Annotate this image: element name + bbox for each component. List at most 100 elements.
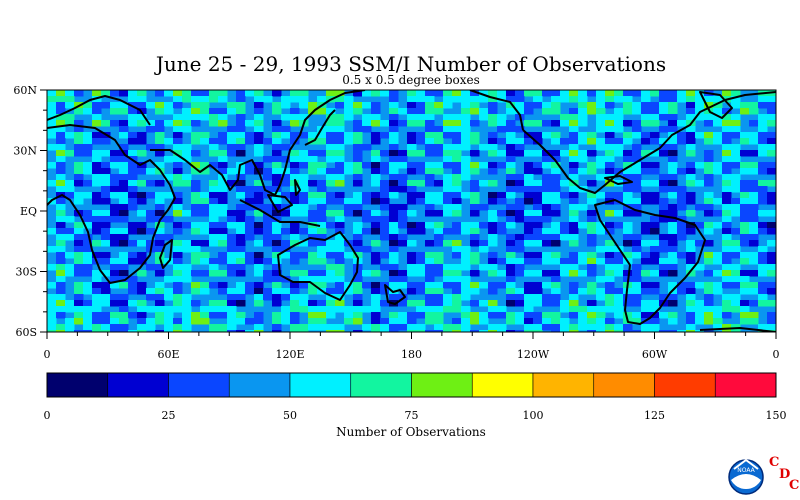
heatmap-cell bbox=[137, 258, 147, 265]
heatmap-cell bbox=[452, 186, 462, 193]
heatmap-cell bbox=[227, 330, 237, 332]
heatmap-cell bbox=[623, 198, 633, 205]
heatmap-cell bbox=[155, 222, 165, 229]
heatmap-cell bbox=[560, 180, 570, 187]
heatmap-cell bbox=[290, 288, 300, 295]
heatmap-cell bbox=[110, 210, 120, 217]
heatmap-cell bbox=[119, 186, 129, 193]
heatmap-cell bbox=[263, 210, 273, 217]
heatmap-cell bbox=[587, 234, 597, 241]
heatmap-cell bbox=[578, 258, 588, 265]
heatmap-cell bbox=[146, 306, 156, 313]
heatmap-cell bbox=[542, 180, 552, 187]
heatmap-cell bbox=[92, 150, 102, 157]
heatmap-cell bbox=[398, 234, 408, 241]
heatmap-cell bbox=[317, 180, 327, 187]
heatmap-cell bbox=[749, 204, 759, 211]
heatmap-cell bbox=[542, 108, 552, 115]
heatmap-cell bbox=[623, 138, 633, 145]
heatmap-cell bbox=[137, 192, 147, 199]
heatmap-cell bbox=[731, 150, 741, 157]
heatmap-cell bbox=[227, 258, 237, 265]
heatmap-cell bbox=[722, 162, 732, 169]
colorbar-tick-label: 50 bbox=[283, 409, 297, 422]
heatmap-cell bbox=[353, 330, 363, 332]
heatmap-cell bbox=[650, 162, 660, 169]
heatmap-cell bbox=[164, 138, 174, 145]
heatmap-cell bbox=[578, 288, 588, 295]
heatmap-cell bbox=[632, 186, 642, 193]
heatmap-cell bbox=[434, 288, 444, 295]
heatmap-cell bbox=[569, 108, 579, 115]
heatmap-cell bbox=[209, 306, 219, 313]
heatmap-cell bbox=[749, 312, 759, 319]
heatmap-cell bbox=[443, 270, 453, 277]
heatmap-cell bbox=[425, 120, 435, 127]
heatmap-cell bbox=[515, 138, 525, 145]
heatmap-cell bbox=[290, 282, 300, 289]
heatmap-cell bbox=[209, 150, 219, 157]
heatmap-cell bbox=[83, 318, 93, 325]
heatmap-cell bbox=[254, 150, 264, 157]
colorbar-swatch bbox=[168, 372, 230, 398]
heatmap-cell bbox=[623, 132, 633, 139]
heatmap-cell bbox=[452, 252, 462, 259]
coast-south-america bbox=[594, 199, 706, 325]
heatmap-cell bbox=[767, 258, 776, 265]
heatmap-cell bbox=[335, 306, 345, 313]
heatmap-cell bbox=[47, 228, 57, 235]
heatmap-cell bbox=[119, 192, 129, 199]
heatmap-cell bbox=[101, 252, 111, 259]
heatmap-cell bbox=[515, 174, 525, 181]
heatmap-cell bbox=[749, 210, 759, 217]
heatmap-cell bbox=[632, 276, 642, 283]
heatmap-cell bbox=[479, 264, 489, 271]
heatmap-cell bbox=[218, 330, 228, 332]
heatmap-cell bbox=[614, 312, 624, 319]
heatmap-cell bbox=[191, 318, 201, 325]
heatmap-cell bbox=[290, 324, 300, 331]
heatmap-cell bbox=[731, 162, 741, 169]
heatmap-cell bbox=[596, 162, 606, 169]
heatmap-cell bbox=[767, 138, 776, 145]
heatmap-cell bbox=[470, 90, 480, 97]
heatmap-cell bbox=[317, 234, 327, 241]
heatmap-cell bbox=[281, 252, 291, 259]
heatmap-cell bbox=[290, 174, 300, 181]
heatmap-cell bbox=[614, 222, 624, 229]
heatmap-cell bbox=[722, 108, 732, 115]
heatmap-cell bbox=[173, 174, 183, 181]
heatmap-cell bbox=[650, 150, 660, 157]
heatmap-cell bbox=[326, 174, 336, 181]
heatmap-cell bbox=[488, 114, 498, 121]
heatmap-cell bbox=[317, 150, 327, 157]
heatmap-cell bbox=[317, 240, 327, 247]
heatmap-cell bbox=[533, 234, 543, 241]
heatmap-cell bbox=[191, 312, 201, 319]
heatmap-cell bbox=[254, 138, 264, 145]
heatmap-cell bbox=[398, 120, 408, 127]
heatmap-cell bbox=[596, 102, 606, 109]
heatmap-cell bbox=[506, 132, 516, 139]
heatmap-cell bbox=[623, 300, 633, 307]
heatmap-cell bbox=[758, 222, 768, 229]
heatmap-cell bbox=[335, 240, 345, 247]
heatmap-cell bbox=[650, 192, 660, 199]
heatmap-cell bbox=[254, 270, 264, 277]
heatmap-cell bbox=[623, 312, 633, 319]
heatmap-cell bbox=[137, 318, 147, 325]
heatmap-cell bbox=[731, 180, 741, 187]
coast-cuba bbox=[604, 175, 633, 185]
heatmap-cell bbox=[587, 210, 597, 217]
heatmap-cell bbox=[533, 318, 543, 325]
heatmap-cell bbox=[308, 288, 318, 295]
heatmap-cell bbox=[317, 108, 327, 115]
heatmap-cell bbox=[470, 240, 480, 247]
heatmap-cell bbox=[155, 318, 165, 325]
heatmap-cell bbox=[758, 228, 768, 235]
heatmap-cell bbox=[227, 300, 237, 307]
heatmap-cell bbox=[227, 252, 237, 259]
heatmap-cell bbox=[407, 210, 417, 217]
heatmap-cell bbox=[596, 108, 606, 115]
heatmap-cell bbox=[695, 222, 705, 229]
